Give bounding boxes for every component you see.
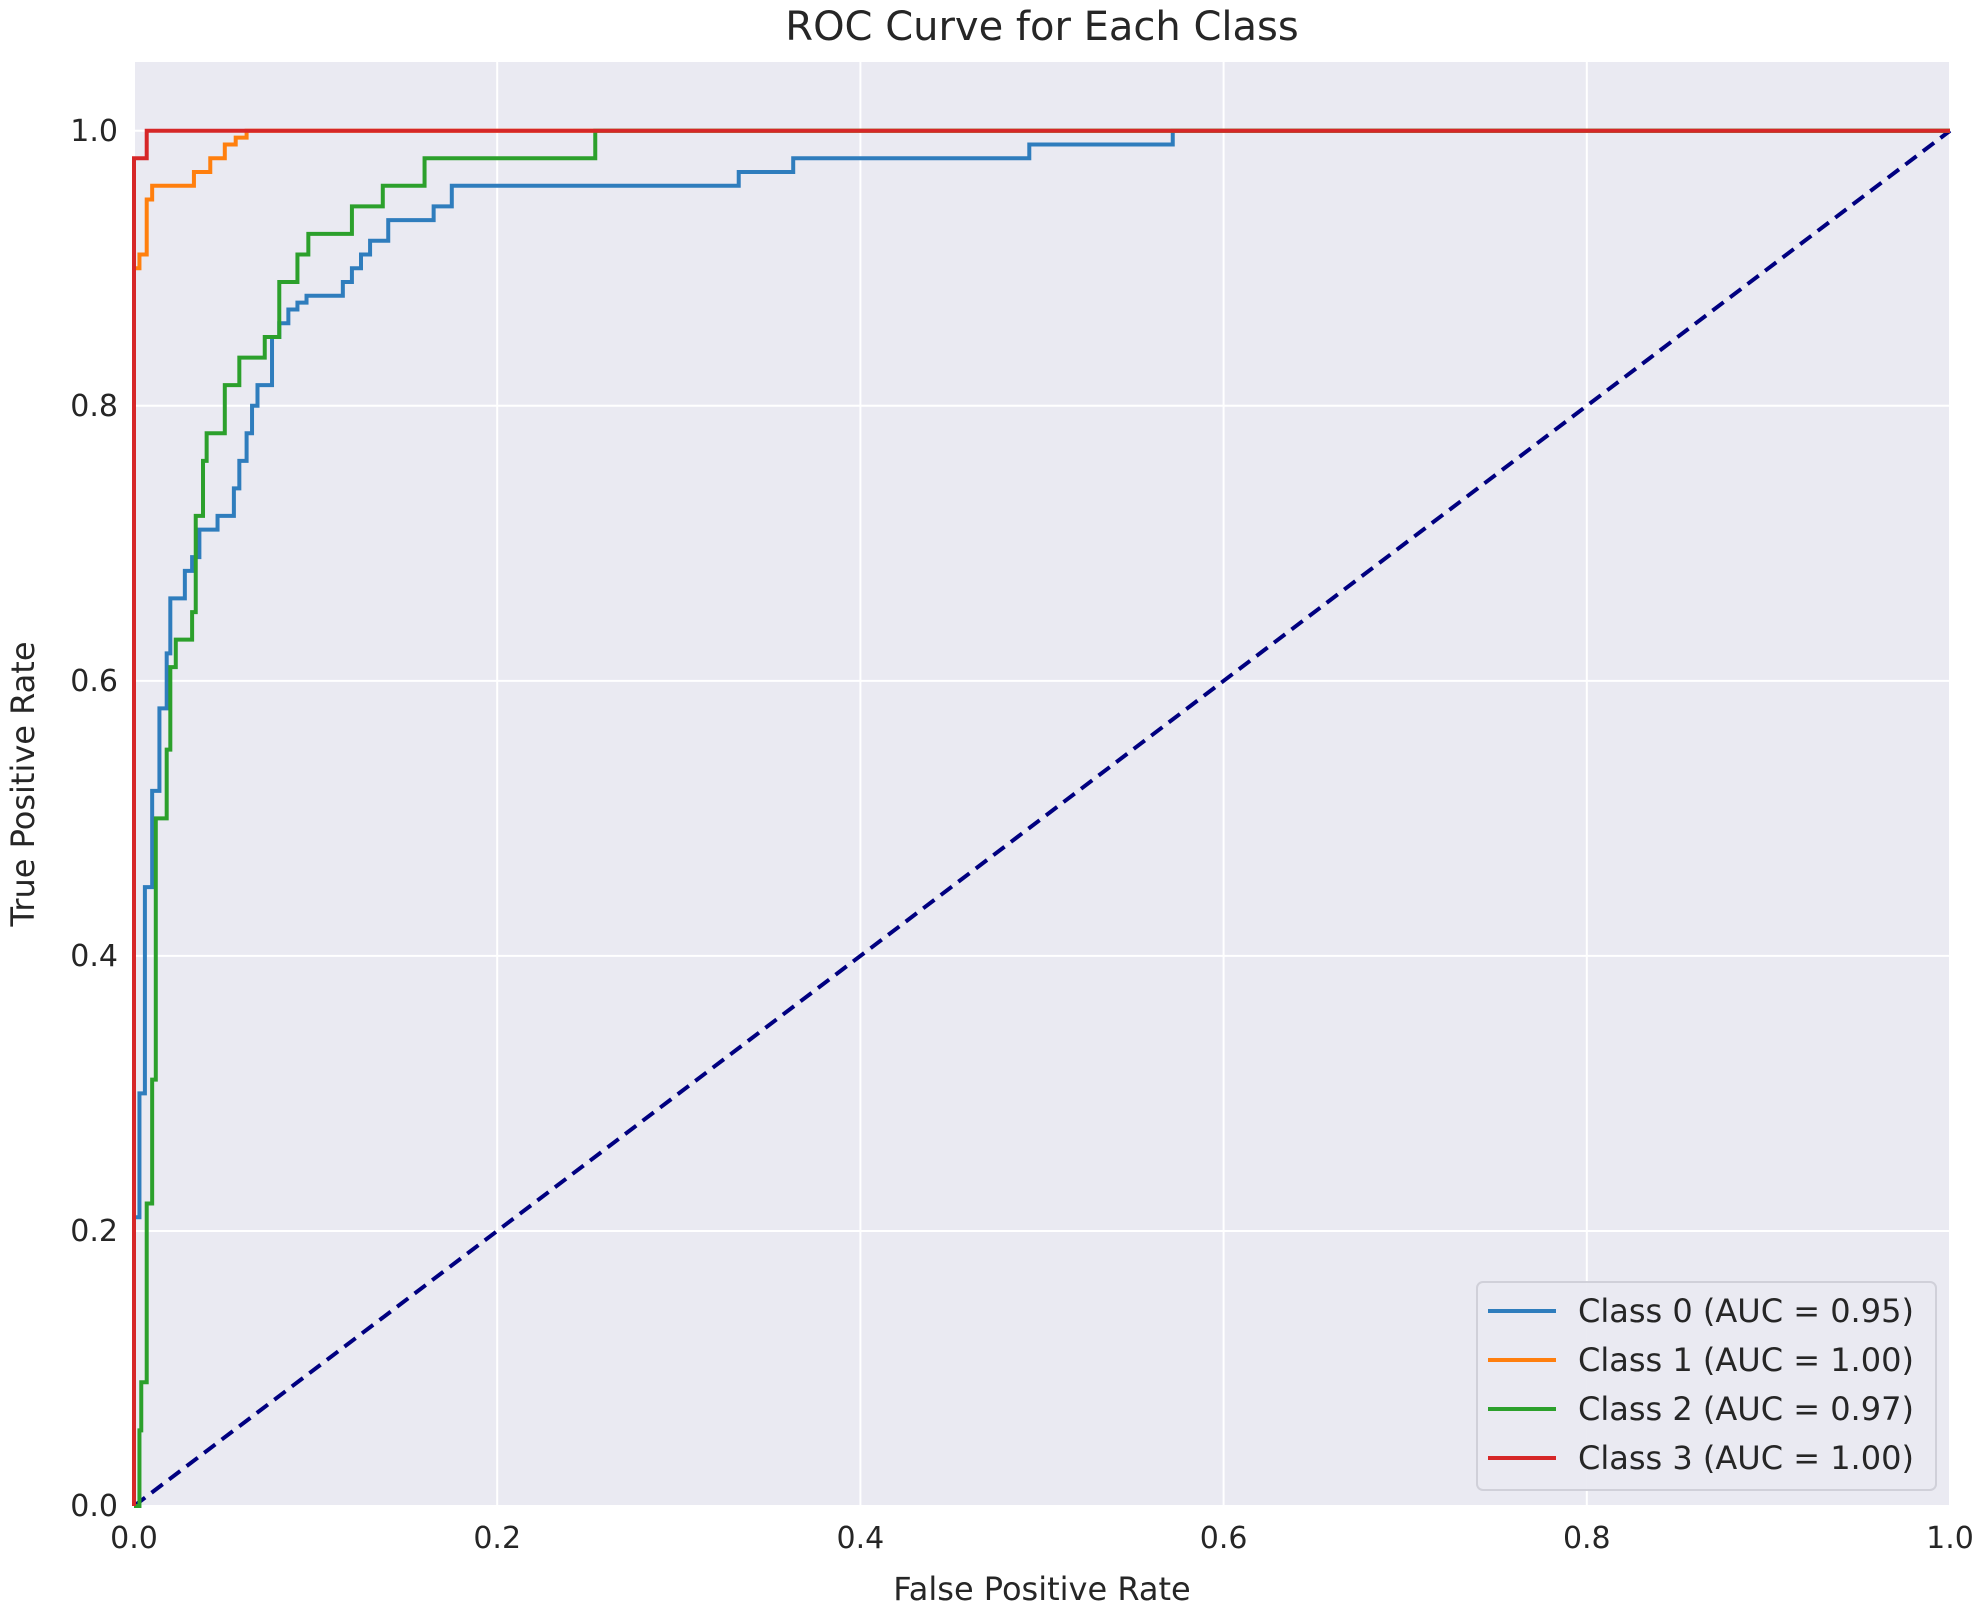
x-tick-label: 1.0 — [1926, 1521, 1974, 1556]
roc-curve-class-1 — [132, 128, 1950, 1506]
x-tick-label: 0.2 — [473, 1521, 521, 1556]
series-layer — [132, 128, 1952, 1508]
legend-label: Class 3 (AUC = 1.00) — [1578, 1439, 1914, 1477]
diagonal-reference-line — [132, 129, 1952, 1508]
legend-entry: Class 3 (AUC = 1.00) — [1488, 1439, 1914, 1477]
y-axis-label: True Positive Rate — [4, 641, 42, 927]
roc-curve-class-3 — [132, 128, 1950, 1506]
y-tick-label: 0.2 — [70, 1214, 118, 1249]
legend-box — [1476, 1281, 1937, 1491]
legend-label: Class 0 (AUC = 0.95) — [1578, 1292, 1914, 1330]
y-tick-label: 0.6 — [70, 664, 118, 699]
legend-entry: Class 2 (AUC = 0.97) — [1488, 1390, 1914, 1428]
x-axis-label: False Positive Rate — [893, 1570, 1190, 1608]
legend-entry: Class 0 (AUC = 0.95) — [1488, 1292, 1914, 1330]
y-tick-label: 1.0 — [70, 114, 118, 149]
x-tick-label: 0.4 — [837, 1521, 885, 1556]
legend-label: Class 2 (AUC = 0.97) — [1578, 1390, 1914, 1428]
x-tick-labels: 0.0 0.2 0.4 0.6 0.8 1.0 — [110, 1521, 1974, 1556]
legend-label: Class 1 (AUC = 1.00) — [1578, 1341, 1914, 1379]
legend-entry: Class 1 (AUC = 1.00) — [1488, 1341, 1914, 1379]
legend: Class 0 (AUC = 0.95) Class 1 (AUC = 1.00… — [1476, 1281, 1937, 1491]
y-tick-label: 0.4 — [70, 939, 118, 974]
roc-curve-class-0 — [132, 128, 1950, 1506]
plot-area — [134, 62, 1950, 1506]
x-tick-label: 0.8 — [1563, 1521, 1611, 1556]
x-tick-label: 0.0 — [110, 1521, 158, 1556]
chart-title: ROC Curve for Each Class — [785, 4, 1298, 50]
y-tick-label: 0.8 — [70, 389, 118, 424]
roc-curve-class-2 — [134, 128, 1950, 1508]
y-tick-label: 0.0 — [70, 1489, 118, 1524]
x-tick-label: 0.6 — [1200, 1521, 1248, 1556]
y-tick-labels: 0.0 0.2 0.4 0.6 0.8 1.0 — [70, 114, 118, 1524]
